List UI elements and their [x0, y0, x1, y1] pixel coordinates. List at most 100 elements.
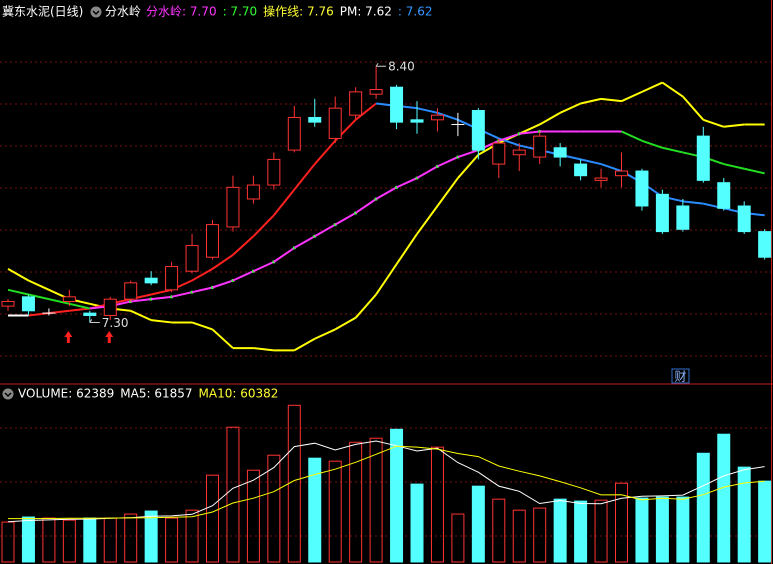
- badge-box[interactable]: [671, 368, 690, 384]
- indicator-line: [191, 268, 213, 282]
- menu-chevron: [92, 10, 100, 16]
- volume-bar: [328, 460, 342, 563]
- indicator-line: [252, 260, 275, 273]
- menu-chevron: [4, 392, 12, 398]
- volume-bar: [165, 517, 179, 563]
- indicator-line: [7, 268, 29, 282]
- indicator-line: [232, 270, 254, 282]
- annotation-label: 7.30: [102, 316, 129, 330]
- indicator-line: [130, 298, 152, 303]
- grid: [0, 61, 771, 537]
- candle-body: [758, 231, 772, 258]
- indicator-line: [232, 235, 255, 256]
- candle-body: [369, 89, 383, 95]
- candle-body: [21, 296, 35, 312]
- indicator-line: [641, 81, 663, 93]
- volume-bar: [594, 499, 608, 563]
- candle-body: [717, 182, 731, 209]
- candle-body: [124, 282, 138, 300]
- menu-icon[interactable]: [90, 6, 102, 18]
- indicator-line: [355, 102, 377, 121]
- volume-bar: [369, 437, 383, 563]
- volume-menu[interactable]: [2, 388, 14, 400]
- menu-icon[interactable]: [2, 388, 14, 400]
- candle-body: [574, 163, 588, 177]
- readout: : 7.62: [398, 5, 433, 19]
- indicator-line: [621, 130, 643, 142]
- indicator-line: [518, 123, 541, 135]
- volume-bar: [758, 480, 772, 563]
- candle-body: [103, 298, 117, 316]
- indicator-line: [723, 163, 745, 170]
- volume-bar: [246, 469, 260, 563]
- volume-bar: [349, 441, 363, 563]
- readout: MA10: 60382: [199, 387, 279, 401]
- indicator-line: [661, 81, 684, 98]
- candle-body: [533, 135, 547, 158]
- volume-bar: [451, 513, 465, 563]
- candle-body: [328, 107, 342, 139]
- indicator-line: [682, 200, 704, 205]
- readout: 操作线: 7.76: [263, 4, 334, 19]
- indicator-line: [130, 309, 152, 322]
- indicator-line: [682, 95, 705, 121]
- indicator-line: [580, 97, 602, 105]
- indicator-line: [600, 163, 622, 172]
- indicator-line: [273, 189, 296, 216]
- indicator-line: [354, 293, 377, 319]
- volume-bar: [737, 466, 751, 563]
- annotation-pointer: [375, 62, 387, 67]
- volume-bar: [267, 454, 281, 563]
- volume-bar: [492, 498, 506, 563]
- indicator-line: [416, 205, 439, 235]
- readout: PM: 7.62: [340, 5, 392, 19]
- labels: 冀东水泥(日线) 分水岭 财 分水岭: 7.70: 7.70 操作线: 7.76 P…: [2, 4, 690, 401]
- volume-bar: [144, 510, 158, 563]
- volume-bar: [615, 482, 628, 563]
- buy-signal: [105, 331, 114, 343]
- indicator-line: [395, 233, 418, 265]
- candle-body: [144, 277, 158, 284]
- volume-bar: [655, 496, 669, 563]
- indicator-menu[interactable]: 分水岭: [90, 5, 142, 19]
- indicator-line: [437, 111, 459, 121]
- indicator-line: [641, 139, 663, 149]
- indicator-line: [396, 177, 418, 189]
- candle-body: [737, 205, 751, 233]
- indicator-line: [662, 146, 684, 154]
- volume-bar: [410, 483, 424, 563]
- volume-bar: [574, 500, 588, 563]
- candle-body: [696, 135, 710, 181]
- indicator-line: [314, 328, 336, 340]
- indicator-line: [314, 223, 336, 238]
- indicator-line: [600, 97, 622, 103]
- indicator-line: [743, 167, 765, 175]
- indicator-line: [211, 328, 234, 349]
- badge[interactable]: 财: [674, 370, 686, 384]
- indicator-line: [28, 279, 50, 291]
- indicator-line: [498, 132, 520, 142]
- indicator-line: [273, 247, 295, 263]
- indicator-line: [293, 337, 316, 352]
- volume-bar: [471, 485, 485, 563]
- volume-bar: [185, 509, 199, 563]
- indicator-line: [355, 198, 377, 214]
- indicator-line: [580, 158, 602, 166]
- indicator-line: [723, 123, 745, 128]
- candle-body: [1, 300, 15, 307]
- indicator-line: [702, 118, 725, 128]
- indicator-name[interactable]: 分水岭: [105, 5, 141, 19]
- indicator-line: [191, 286, 213, 294]
- indicator-line: [375, 263, 398, 296]
- indicator-line: [437, 156, 459, 168]
- candle-body: [165, 266, 179, 291]
- chart-title: 冀东水泥(日线): [2, 5, 83, 19]
- indicator-line: [519, 130, 540, 135]
- indicator-line: [334, 316, 357, 331]
- indicator-line: [253, 347, 274, 352]
- candle-body: [594, 177, 608, 181]
- indicator-line: [48, 298, 70, 305]
- annotation-label: 8.40: [388, 60, 415, 74]
- candle-body: [492, 142, 506, 165]
